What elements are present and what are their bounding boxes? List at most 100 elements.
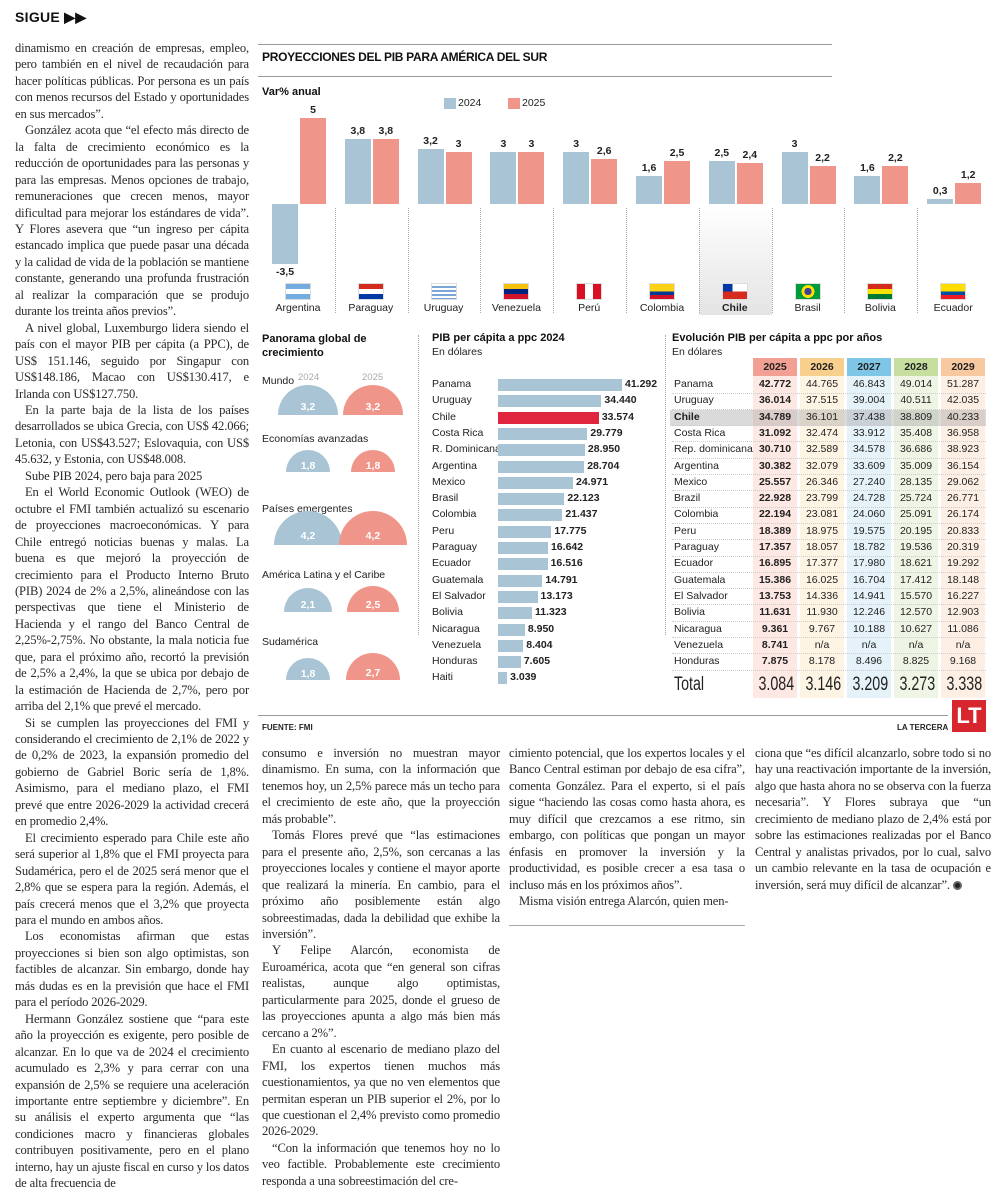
data-label: -3,5 [275,266,295,279]
per-capita-bar [498,623,525,636]
data-label: 4,2 [300,530,316,543]
semicircle-2024: 1,8 [285,657,331,680]
table-cell: 15.386 [758,573,792,586]
table-cell: 23.799 [805,492,839,505]
table-cell: 29.062 [946,475,980,488]
total-value: 3.273 [899,674,936,695]
table-cell: 36.154 [946,459,980,472]
table-cell: 35.408 [899,426,933,439]
source-rule [258,715,948,716]
bar-2024-colombia [636,176,662,204]
paragraph: consumo e inversión no muestran mayor di… [262,746,500,826]
table-cell: 36.101 [805,410,839,423]
table-row-label: Brazil [674,492,701,505]
bar-2025-bolivia [882,166,909,204]
brand-label: LA TERCERA [897,723,949,732]
total-value: 3.209 [852,674,889,695]
table-cell: 23.081 [805,508,839,521]
table-cell: 33.609 [852,459,886,472]
column-tint [800,358,844,698]
peru-flag-icon [576,283,603,300]
table-cell: 8.825 [902,655,930,668]
table-row-label: Peru [674,524,697,537]
semicircle-2024: 3,2 [278,385,338,415]
data-label: 2,5 [365,598,381,611]
table-cell: 17.412 [899,573,933,586]
data-label: 1,2 [960,169,976,182]
data-label: 22.123 [567,492,600,505]
data-label: 2,6 [596,145,612,158]
year-label-2024: 2024 [298,372,320,383]
venezuela-flag-icon [503,283,530,300]
table-cell: 25.091 [899,508,933,521]
region-label: Países emergentes [262,503,353,515]
argentina-flag-icon [285,283,311,300]
row-divider [672,522,986,524]
paragraph: “Con la información que tenemos hoy no l… [262,1140,500,1188]
table-cell: 24.728 [852,492,886,505]
country-label: Guatemala [432,573,484,586]
table-cell: 8.178 [808,655,836,668]
table-cell: 19.292 [946,557,980,570]
country-label: Ecuador [933,302,973,314]
section-divider [418,335,419,635]
table-cell: n/a [814,638,830,651]
table-cell: n/a [955,638,971,651]
bolivia-flag-icon [867,283,894,300]
semicircle-2024: 1,8 [285,449,331,472]
table-cell: n/a [861,638,877,651]
data-label: 3 [500,138,507,151]
table-cell: 18.148 [946,573,980,586]
table-cell: 36.958 [946,426,980,439]
data-label: 16.642 [550,541,584,553]
brasil-flag-icon [794,283,821,300]
section-divider [665,335,666,635]
la-tercera-logo: LT [952,700,986,732]
table-row-label: Guatemala [674,573,726,586]
region-label: Mundo [262,375,295,387]
paraguay-flag-icon [357,283,384,300]
column-divider [509,925,745,926]
table-cell: 16.895 [758,557,792,570]
row-divider [672,539,986,541]
semicircle-2025: 1,8 [350,449,396,472]
data-label: 3 [455,138,462,151]
table-cell: 24.060 [852,508,886,521]
data-label: 2,5 [669,147,685,159]
panorama-title: Panorama global de crecimiento [262,333,367,359]
table-cell: 15.570 [899,589,933,602]
bar-2025-brasil [809,166,836,204]
table-cell: 19.536 [899,541,933,553]
colombia-flag-icon [649,283,675,300]
table-cell: 36.686 [899,443,933,456]
table-cell: 22.194 [758,508,792,521]
data-label: 41.292 [625,378,658,390]
table-cell: 11.930 [806,606,838,619]
semicircle-2024: 4,2 [274,511,342,545]
bar-2024-uruguay [417,148,444,204]
table-cell: 14.941 [852,589,886,602]
table-cell: 17.377 [805,557,839,570]
column-header: 2027 [847,358,891,376]
data-label: 11.323 [535,606,567,619]
table-cell: 18.389 [758,524,792,537]
country-label: Chile [721,302,748,314]
table-row-label: Argentina [674,459,719,472]
table-cell: 37.515 [805,394,839,407]
bar-2025-chile [736,162,763,204]
table-cell: 9.361 [761,622,789,635]
table-cell: 44.765 [805,378,839,390]
table-cell: 20.833 [946,524,980,537]
per-capita-bar [498,590,538,603]
semicircle-2025: 2,5 [346,585,400,612]
bar-2024-venezuela [490,152,517,204]
row-divider [672,506,986,508]
table-cell: 40.511 [900,394,932,407]
per-capita-bar [498,607,532,620]
group-divider [480,208,482,313]
table-cell: n/a [908,638,924,651]
table-cell: 16.227 [946,589,980,602]
data-label: 28.950 [587,443,621,456]
ecuador-flag-icon [940,283,967,300]
data-label: 8.404 [526,638,553,651]
